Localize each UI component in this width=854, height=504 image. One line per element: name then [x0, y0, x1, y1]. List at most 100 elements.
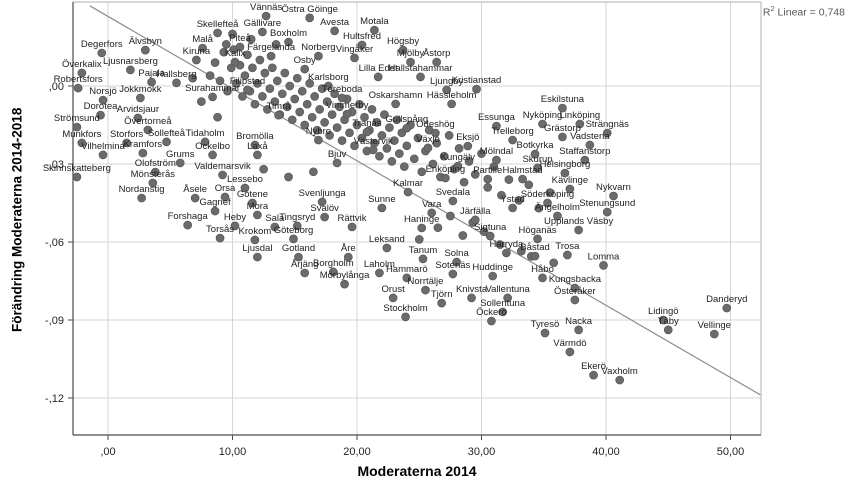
point-label: Sollentuna	[480, 298, 526, 309]
point-label: Härryda	[490, 239, 525, 250]
point-label: Borgholm	[313, 258, 354, 269]
data-point	[258, 27, 267, 37]
x-tick-label: ,00	[100, 446, 115, 458]
data-point	[208, 92, 217, 102]
data-point	[260, 68, 270, 78]
point-label: Tidaholm	[186, 128, 225, 139]
point-label: Jokkmokk	[119, 84, 161, 95]
data-point	[197, 97, 206, 106]
data-point	[253, 210, 262, 220]
data-point	[360, 112, 369, 122]
data-point	[210, 206, 220, 216]
data-point	[150, 167, 160, 177]
point-label: Gällivare	[244, 18, 282, 29]
data-point	[320, 212, 329, 222]
data-point	[518, 174, 527, 184]
data-point	[388, 293, 398, 303]
point-label: Mjölby	[397, 48, 425, 59]
data-point	[441, 173, 450, 183]
data-point	[72, 122, 82, 132]
data-point	[267, 63, 277, 73]
data-point	[433, 223, 443, 233]
y-tick-label: -,12	[45, 393, 64, 405]
data-point	[357, 40, 367, 50]
data-point	[287, 115, 297, 125]
data-point	[439, 151, 449, 161]
point-label: Svalöv	[310, 203, 339, 214]
point-label: Skurup	[522, 154, 552, 165]
data-point	[382, 144, 392, 153]
data-point	[403, 187, 413, 197]
data-point	[385, 123, 394, 132]
data-point	[565, 184, 575, 194]
data-point	[347, 222, 357, 232]
data-point	[266, 51, 276, 61]
point-label: Norberg	[301, 42, 335, 53]
point-label: Lidingö	[648, 306, 679, 317]
data-point	[431, 128, 440, 138]
point-label: Rättvik	[337, 213, 366, 224]
data-point	[485, 231, 495, 241]
point-label: Sollefteå	[148, 128, 186, 139]
data-point	[543, 198, 552, 208]
data-point	[292, 73, 302, 83]
point-label: Nykvarn	[596, 182, 631, 193]
data-point	[448, 196, 458, 206]
point-label: Mölndal	[480, 146, 513, 157]
data-point	[315, 105, 324, 114]
data-point	[243, 85, 252, 95]
data-point	[549, 258, 559, 268]
point-label: Höganäs	[519, 225, 557, 236]
data-point	[320, 118, 329, 127]
point-label: Dorotea	[84, 101, 119, 112]
data-point	[516, 246, 526, 256]
data-point	[248, 63, 257, 73]
data-point	[427, 208, 437, 218]
data-point	[417, 167, 427, 177]
point-label: Torsås	[206, 224, 234, 235]
point-label: Haninge	[404, 214, 439, 225]
point-label: Täby	[658, 316, 679, 327]
point-label: Oskarshamn	[369, 90, 423, 101]
data-point	[459, 177, 469, 187]
r2-sup: 2	[770, 4, 775, 13]
point-label: Vilhelmina	[81, 141, 125, 152]
data-point	[599, 261, 608, 270]
point-label: Nyköping	[523, 110, 563, 121]
data-point	[270, 97, 280, 106]
point-label: Halmstad	[503, 165, 543, 176]
data-point	[317, 197, 327, 207]
data-point	[375, 268, 384, 278]
data-point	[574, 225, 583, 235]
data-point	[574, 325, 583, 335]
data-point	[545, 188, 555, 197]
point-label: Ängelholm	[535, 202, 580, 213]
data-point	[602, 128, 612, 138]
x-axis-title: Moderaterna 2014	[357, 463, 477, 479]
data-point	[487, 316, 496, 326]
point-label: Storfors	[110, 129, 144, 140]
data-point	[399, 162, 409, 171]
data-point	[205, 71, 215, 80]
data-point	[558, 103, 567, 113]
data-point	[602, 207, 612, 217]
data-point	[372, 118, 382, 127]
point-label: Orust	[381, 284, 405, 295]
point-label: Ystad	[500, 194, 524, 205]
data-point	[292, 221, 302, 231]
data-point	[357, 133, 367, 143]
data-point	[402, 123, 412, 133]
r2-rest: Linear = 0,748	[774, 6, 845, 19]
x-tick-label: 30,00	[468, 446, 496, 458]
data-point	[470, 215, 480, 225]
point-label: Sunne	[368, 194, 395, 205]
point-label: Krokom	[239, 226, 272, 237]
data-point	[580, 155, 590, 165]
data-point	[133, 113, 143, 123]
point-label: Surahammar	[185, 83, 240, 94]
point-label: Tingsryd	[279, 212, 315, 223]
data-point	[314, 51, 323, 61]
data-point	[472, 84, 481, 94]
point-label: Timrå	[267, 101, 292, 112]
data-point	[402, 141, 412, 151]
